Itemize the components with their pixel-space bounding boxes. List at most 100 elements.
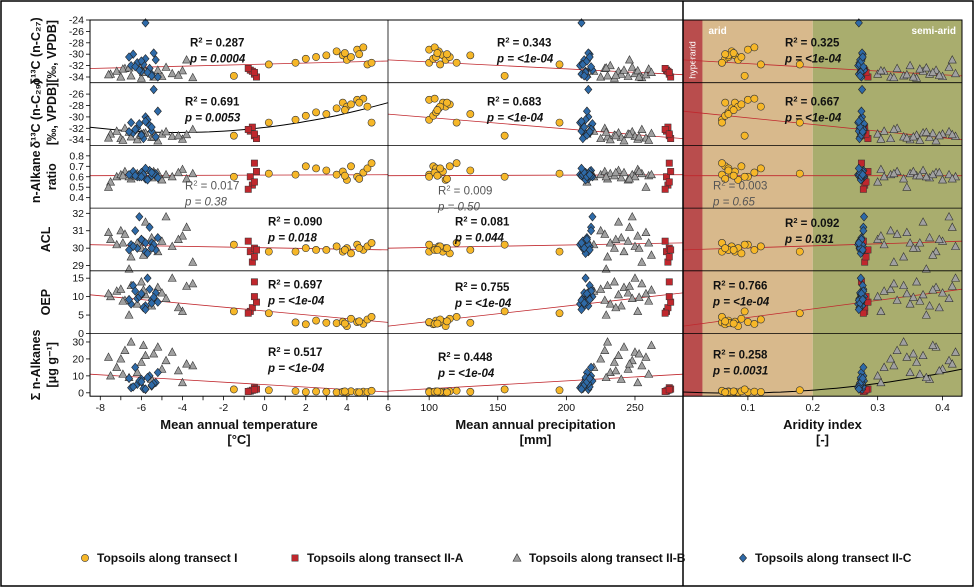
point-transect-ii-b-ratio-map xyxy=(616,172,626,182)
point-transect-ii-b-oep-ai xyxy=(947,281,957,290)
point-transect-ii-b-sum-mat xyxy=(126,337,136,346)
point-transect-ii-b-sum-map xyxy=(637,360,647,370)
r2-label-acl-ai: R2 = 0.092 xyxy=(785,216,839,230)
point-transect-ii-a-ratio-ai xyxy=(857,159,865,167)
point-transect-ii-c-oep-map xyxy=(582,289,591,299)
p-label-sum-mat: p = <1e-04 xyxy=(267,363,325,375)
p-label-oep-ai: p = <1e-04 xyxy=(712,297,770,309)
point-transect-ii-a-acl-mat xyxy=(244,237,252,245)
point-transect-ii-a-ratio-map xyxy=(667,168,675,175)
point-transect-ii-b-d13c29-map xyxy=(646,128,656,137)
point-transect-i-oep-map xyxy=(500,307,509,316)
point-transect-ii-b-acl-map xyxy=(616,232,626,242)
point-transect-ii-b-d13c27-mat xyxy=(177,65,187,75)
point-transect-ii-b-d13c29-mat xyxy=(173,130,183,140)
point-transect-ii-b-ratio-ai xyxy=(944,169,954,179)
y-tick-label-d13c27: -24 xyxy=(69,15,84,27)
point-transect-ii-b-sum-ai xyxy=(908,349,918,358)
point-transect-i-acl-map xyxy=(443,244,451,253)
point-transect-i-sum-mat xyxy=(312,387,320,396)
point-transect-ii-b-acl-map xyxy=(641,227,651,236)
point-transect-ii-c-d13c29-mat xyxy=(147,122,156,132)
point-transect-i-acl-ai xyxy=(750,245,759,254)
point-transect-ii-a-oep-mat xyxy=(250,293,258,301)
point-transect-ii-b-sum-map xyxy=(609,357,619,366)
p-value: 0.031 xyxy=(805,234,834,246)
point-transect-ii-c-oep-mat xyxy=(153,297,162,307)
point-transect-ii-b-ratio-mat xyxy=(177,164,187,173)
point-transect-i-d13c27-map xyxy=(452,58,461,67)
p-value: <1e-04 xyxy=(475,298,512,310)
point-transect-ii-b-sum-map xyxy=(596,354,606,363)
point-transect-ii-c-sum-mat xyxy=(131,362,140,373)
point-transect-ii-b-d13c27-mat xyxy=(136,73,146,82)
point-transect-ii-b-ratio-ai xyxy=(899,174,909,183)
point-transect-ii-c-d13c27-map xyxy=(587,62,596,72)
r2-label-ratio-map: R2 = 0.009 xyxy=(438,183,492,197)
point-transect-ii-b-ratio-ai xyxy=(873,177,883,186)
point-transect-ii-c-oep-mat xyxy=(131,286,140,296)
point-transect-ii-b-sum-mat xyxy=(173,365,183,375)
point-transect-ii-b-oep-ai xyxy=(918,289,928,299)
p-value: 0.018 xyxy=(288,233,317,245)
point-transect-i-d13c29-ai xyxy=(737,100,746,109)
point-transect-ii-b-oep-ai xyxy=(876,306,886,315)
point-transect-i-sum-map xyxy=(466,387,475,396)
point-transect-i-sum-mat xyxy=(291,387,300,396)
point-transect-i-d13c27-mat xyxy=(359,43,368,52)
point-transect-ii-b-acl-ai xyxy=(947,222,957,231)
point-transect-ii-c-acl-map xyxy=(582,234,591,245)
point-transect-ii-a-ratio-map xyxy=(661,185,669,193)
p-label-d13c29-map: p = <1e-04 xyxy=(486,112,544,124)
r2-value: 0.287 xyxy=(216,37,245,49)
point-transect-ii-a-d13c29-mat xyxy=(250,130,258,138)
r2-value: 0.325 xyxy=(811,37,840,49)
p-value: 0.0053 xyxy=(205,112,241,124)
point-transect-ii-c-oep-mat xyxy=(143,273,152,283)
point-transect-i-d13c29-mat xyxy=(322,110,331,118)
point-transect-ii-c-ratio-mat xyxy=(143,175,152,185)
point-transect-i-sum-map xyxy=(555,386,564,395)
point-transect-ii-c-acl-ai xyxy=(860,212,869,222)
point-transect-ii-b-d13c27-map xyxy=(601,63,611,72)
point-transect-i-acl-ai xyxy=(729,245,738,254)
r2-value: 0.517 xyxy=(294,347,323,359)
point-transect-i-d13c29-ai xyxy=(729,106,738,114)
point-transect-ii-c-sum-mat xyxy=(153,367,162,378)
point-transect-ii-b-sum-map xyxy=(600,345,610,354)
r2-value: 0.691 xyxy=(211,96,240,108)
point-transect-ii-b-sum-ai xyxy=(912,357,922,366)
point-transect-i-d13c29-ai xyxy=(795,118,804,127)
point-transect-i-sum-map xyxy=(500,385,509,394)
point-transect-ii-b-oep-ai xyxy=(921,310,931,319)
point-transect-ii-b-ratio-ai xyxy=(902,182,912,191)
point-transect-ii-c-sum-mat xyxy=(137,377,146,387)
point-transect-ii-a-d13c27-map xyxy=(665,68,673,76)
point-transect-i-ratio-mat xyxy=(291,170,300,179)
point-transect-ii-b-acl-map xyxy=(634,243,644,252)
point-transect-ii-b-oep-ai xyxy=(879,286,889,295)
point-transect-ii-b-d13c27-ai xyxy=(944,62,954,71)
point-transect-ii-b-oep-ai xyxy=(886,284,896,293)
point-transect-ii-b-acl-mat xyxy=(118,238,128,247)
point-transect-ii-c-sum-mat xyxy=(129,382,138,392)
point-transect-i-d13c29-map xyxy=(555,118,564,127)
point-transect-ii-b-d13c27-map xyxy=(596,72,606,81)
point-transect-i-sum-mat xyxy=(229,385,238,394)
point-transect-ii-c-oep-map xyxy=(580,298,589,308)
point-transect-ii-b-acl-ai xyxy=(876,231,886,240)
x-tick-label-mat: -8 xyxy=(96,402,105,414)
point-transect-ii-b-d13c27-mat xyxy=(182,55,192,64)
point-transect-i-d13c27-ai xyxy=(737,53,746,61)
point-transect-ii-b-d13c27-mat xyxy=(116,72,126,81)
point-transect-ii-b-sum-mat xyxy=(112,362,122,371)
point-transect-ii-c-sum-ai xyxy=(854,384,863,394)
point-transect-ii-b-acl-map xyxy=(633,231,643,240)
point-transect-i-acl-ai xyxy=(756,242,765,251)
point-transect-ii-b-acl-ai xyxy=(886,225,896,235)
point-transect-i-ratio-mat xyxy=(340,171,349,180)
point-transect-ii-b-acl-map xyxy=(600,229,610,238)
point-transect-ii-b-d13c27-mat xyxy=(173,70,183,79)
point-transect-i-acl-ai xyxy=(721,244,730,253)
